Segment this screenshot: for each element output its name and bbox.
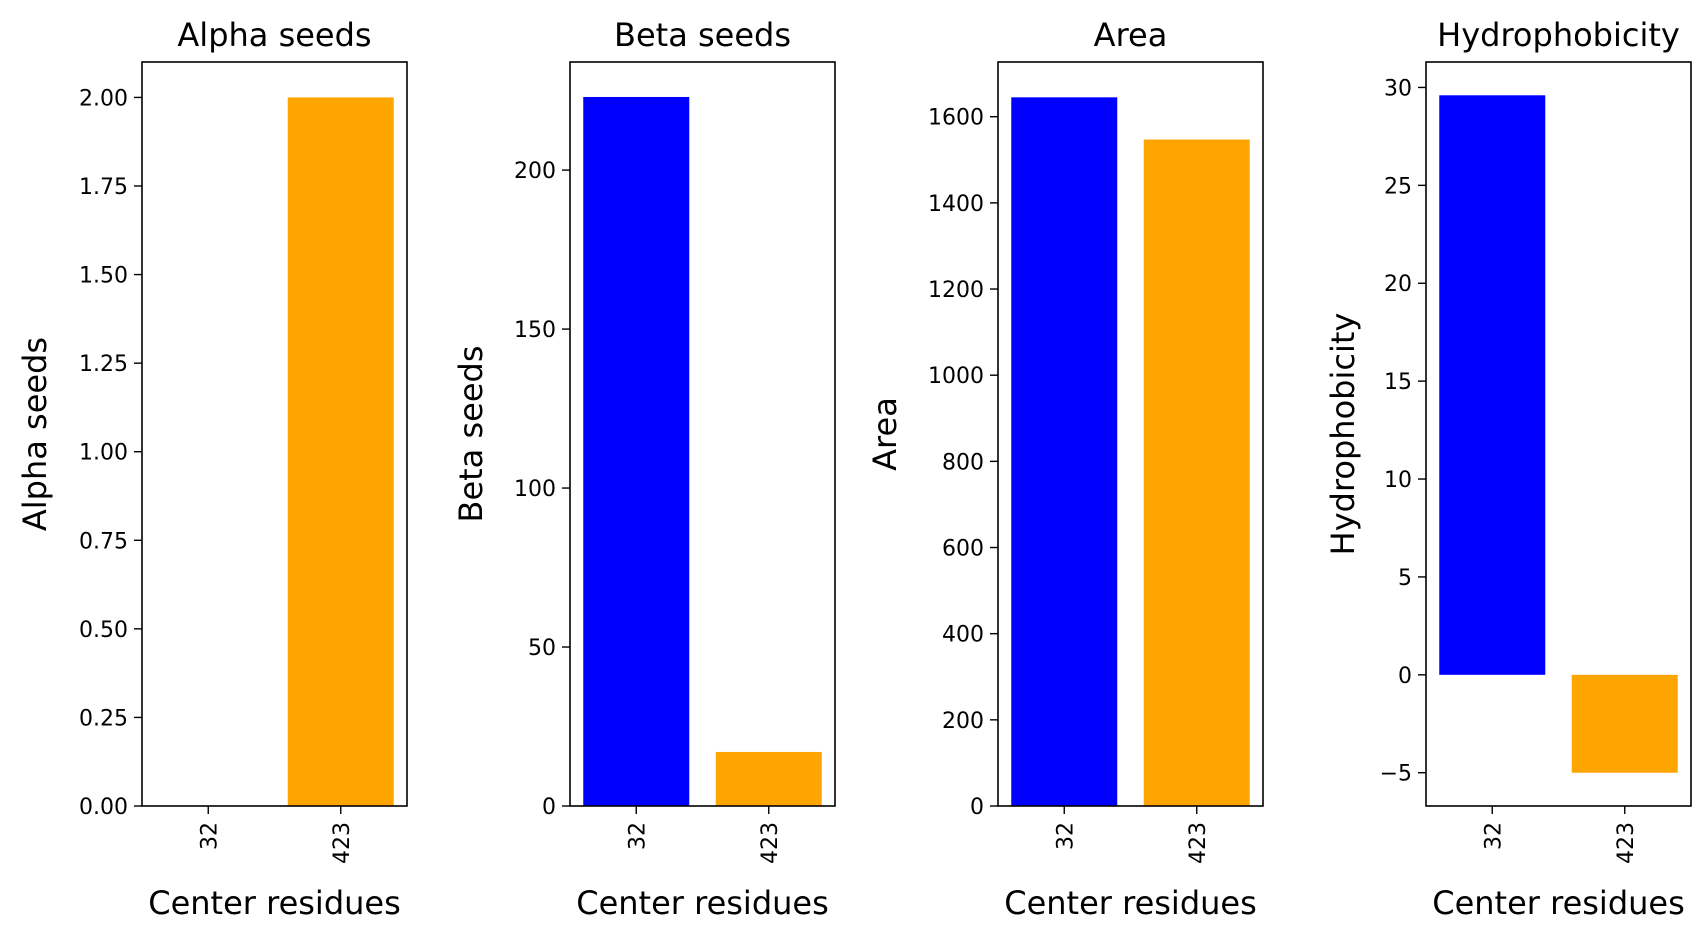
x-tick-label: 423 [1186, 822, 1211, 864]
x-ticks: 32 423 [197, 806, 355, 864]
y-tick-label: 200 [514, 159, 556, 184]
x-tick-label: 32 [197, 822, 222, 850]
y-tick-label: 5 [1398, 566, 1412, 591]
x-tick-label: 32 [1053, 822, 1078, 850]
y-axis-label: Area [866, 397, 904, 471]
x-ticks: 32 423 [1481, 806, 1639, 864]
y-tick-label: 1600 [928, 106, 984, 131]
y-tick-label: −5 [1380, 762, 1412, 787]
y-tick-label: 1.00 [79, 441, 128, 466]
x-tick-label: 32 [1481, 822, 1506, 850]
x-axis-label: Center residues [148, 884, 401, 922]
y-tick-label: 100 [514, 477, 556, 502]
plot-frame [141, 61, 408, 807]
y-tick-label: 0 [970, 795, 984, 820]
bar-423 [715, 751, 822, 806]
bar-32 [1011, 97, 1118, 807]
y-axis-label: Beta seeds [452, 346, 490, 523]
bars [287, 97, 394, 806]
x-tick-label: 32 [625, 822, 650, 850]
y-tick-label: 30 [1384, 76, 1412, 101]
bars [583, 96, 822, 806]
y-tick-label: 1.50 [79, 264, 128, 289]
y-tick-label: 25 [1384, 174, 1412, 199]
x-axis-label: Center residues [1004, 884, 1257, 922]
y-tick-label: 150 [514, 318, 556, 343]
y-tick-label: 0 [1398, 664, 1412, 689]
y-axis-label: Hydrophobicity [1324, 313, 1362, 556]
chart-title: Hydrophobicity [1437, 16, 1680, 54]
subplot-area: Area Area Center residues 0 200 400 600 800 1… [866, 16, 1264, 922]
y-tick-label: 0.75 [79, 529, 128, 554]
y-tick-label: 10 [1384, 468, 1412, 493]
y-tick-label: 1.25 [79, 352, 128, 377]
bars [1439, 95, 1678, 773]
plot-frame [1425, 61, 1692, 807]
y-tick-label: 15 [1384, 370, 1412, 395]
bar-32 [583, 96, 690, 806]
bar-32 [1439, 95, 1546, 675]
y-tick-label: 0.50 [79, 618, 128, 643]
chart-title: Beta seeds [614, 16, 791, 54]
y-ticks: −5 0 5 10 15 20 25 30 [1380, 76, 1426, 787]
x-tick-label: 423 [1614, 822, 1639, 864]
y-ticks: 0.00 0.25 0.50 0.75 1.00 1.25 1.50 1.75 2.00 [79, 86, 142, 820]
bar-423 [1143, 139, 1250, 807]
y-tick-label: 200 [942, 709, 984, 734]
plot-frame [997, 61, 1264, 807]
x-tick-label: 423 [758, 822, 783, 864]
y-tick-label: 20 [1384, 272, 1412, 297]
subplot-hydrophobicity: Hydrophobicity Hydrophobicity Center res… [1324, 16, 1692, 922]
y-tick-label: 0.00 [79, 795, 128, 820]
bar-423 [1571, 674, 1678, 773]
y-ticks: 0 50 100 150 200 [514, 159, 570, 820]
x-ticks: 32 423 [1053, 806, 1211, 864]
x-axis-label: Center residues [576, 884, 829, 922]
y-tick-label: 2.00 [79, 86, 128, 111]
bar-423 [287, 97, 394, 806]
y-tick-label: 600 [942, 537, 984, 562]
x-tick-label: 423 [330, 822, 355, 864]
bars [1011, 97, 1250, 807]
y-tick-label: 0 [542, 795, 556, 820]
y-axis-label: Alpha seeds [16, 337, 54, 531]
y-tick-label: 0.25 [79, 706, 128, 731]
x-ticks: 32 423 [625, 806, 783, 864]
y-tick-label: 1200 [928, 278, 984, 303]
y-tick-label: 1400 [928, 192, 984, 217]
subplot-beta-seeds: Beta seeds Beta seeds Center residues 0 5… [452, 16, 836, 922]
y-tick-label: 400 [942, 623, 984, 648]
chart-title: Area [1094, 16, 1168, 54]
y-tick-label: 1.75 [79, 175, 128, 200]
chart-title: Alpha seeds [177, 16, 371, 54]
y-tick-label: 50 [528, 636, 556, 661]
y-tick-label: 800 [942, 450, 984, 475]
x-axis-label: Center residues [1432, 884, 1685, 922]
y-tick-label: 1000 [928, 364, 984, 389]
subplot-alpha-seeds: Alpha seeds Alpha seeds Center residues … [16, 16, 408, 922]
y-ticks: 0 200 400 600 800 1000 1200 1400 1600 [928, 106, 998, 820]
plot-frame [569, 61, 836, 807]
